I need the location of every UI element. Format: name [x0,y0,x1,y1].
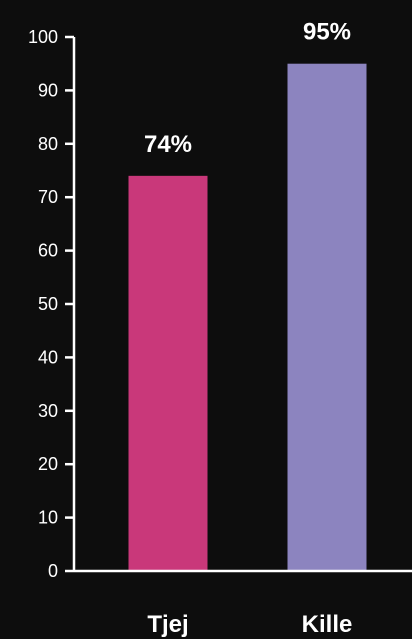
bars [128,63,367,571]
y-tick-label: 70 [38,187,58,207]
y-tick-label: 50 [38,294,58,314]
bar-tjej [128,175,208,571]
y-tick-label: 60 [38,241,58,261]
y-tick-label: 0 [48,561,58,581]
y-tick-label: 80 [38,134,58,154]
x-tick-label-kille: Kille [302,611,353,638]
data-label-kille: 95% [303,19,351,46]
y-tick-label: 40 [38,347,58,367]
bar-kille [287,63,367,571]
data-label-tjej: 74% [144,131,192,158]
y-axis: 0 10 20 30 40 50 60 70 80 90 100 [28,27,76,581]
y-tick-label: 30 [38,401,58,421]
x-axis-labels: Tjej Kille [147,611,352,638]
data-labels: 74% 95% [144,19,351,158]
y-tick-label: 10 [38,508,58,528]
x-tick-label-tjej: Tjej [147,611,188,638]
y-tick-label: 100 [28,27,58,47]
y-tick-label: 20 [38,454,58,474]
y-tick-label: 90 [38,80,58,100]
